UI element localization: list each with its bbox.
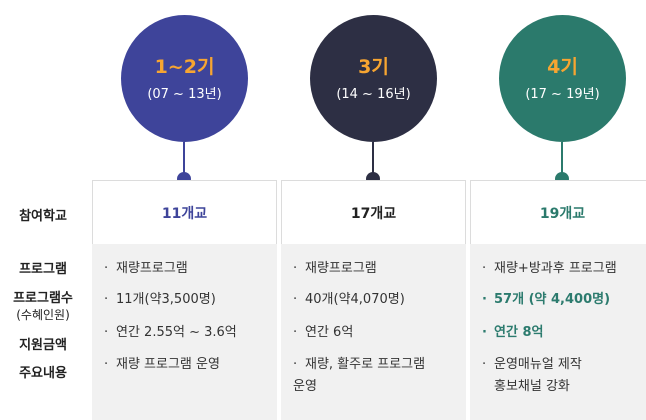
generation-title: 4기: [547, 56, 578, 78]
generation-circle: 1~2기 (07 ~ 13년): [121, 15, 248, 142]
generation-circle: 3기 (14 ~ 16년): [310, 15, 437, 142]
detail-main-content: · 재량 프로그램 운영: [104, 357, 220, 372]
generation-title: 3기: [358, 56, 389, 78]
connector-line: [183, 142, 185, 178]
detail-main-content-cont: 홍보채널 강화: [494, 379, 570, 394]
detail-main-content: · 운영매뉴얼 제작: [482, 357, 582, 372]
row-label-main-content: 주요내용: [19, 366, 67, 381]
school-count: 11개교: [92, 180, 277, 246]
generation-years: (14 ~ 16년): [336, 87, 411, 102]
row-label-beneficiaries: (수혜인원): [16, 308, 70, 322]
generation-column-1: 1~2기 (07 ~ 13년) 11개교 · 재량프로그램 · 11개(약3,500…: [92, 0, 277, 420]
detail-program: · 재량프로그램: [293, 261, 377, 276]
detail-program: · 재량프로그램: [104, 261, 188, 276]
row-label-schools: 참여학교: [19, 209, 67, 224]
connector-line: [561, 142, 563, 178]
detail-funding: · 연간 8억: [482, 325, 544, 340]
row-label-program: 프로그램: [19, 262, 67, 277]
generation-title: 1~2기: [154, 56, 215, 78]
row-label-funding: 지원금액: [19, 338, 67, 353]
generation-years: (07 ~ 13년): [147, 87, 222, 102]
row-label-program-count: 프로그램수: [13, 291, 73, 306]
detail-main-content-cont: 운영: [293, 379, 317, 394]
detail-main-content: · 재량, 활주로 프로그램: [293, 357, 426, 372]
detail-program-count: · 11개(약3,500명): [104, 292, 216, 307]
school-count: 17개교: [281, 180, 466, 246]
details-panel: · 재량프로그램 · 11개(약3,500명) · 연간 2.55억 ~ 3.6억 ·…: [92, 244, 277, 420]
detail-funding: · 연간 2.55억 ~ 3.6억: [104, 325, 237, 340]
detail-program-count: · 40개(약4,070명): [293, 292, 405, 307]
connector-line: [372, 142, 374, 178]
detail-funding: · 연간 6억: [293, 325, 354, 340]
details-panel: · 재량프로그램 · 40개(약4,070명) · 연간 6억 · 재량, 활주로 프로…: [281, 244, 466, 420]
generation-column-3: 4기 (17 ~ 19년) 19개교 · 재량+방과후 프로그램 · 57개 (약 …: [470, 0, 646, 420]
school-count: 19개교: [470, 180, 646, 246]
details-panel: · 재량+방과후 프로그램 · 57개 (약 4,400명) · 연간 8억 · 운영매…: [470, 244, 646, 420]
detail-program: · 재량+방과후 프로그램: [482, 261, 617, 276]
generation-circle: 4기 (17 ~ 19년): [499, 15, 626, 142]
generation-column-2: 3기 (14 ~ 16년) 17개교 · 재량프로그램 · 40개(약4,070명)…: [281, 0, 466, 420]
detail-program-count: · 57개 (약 4,400명): [482, 292, 611, 307]
generation-years: (17 ~ 19년): [525, 87, 600, 102]
